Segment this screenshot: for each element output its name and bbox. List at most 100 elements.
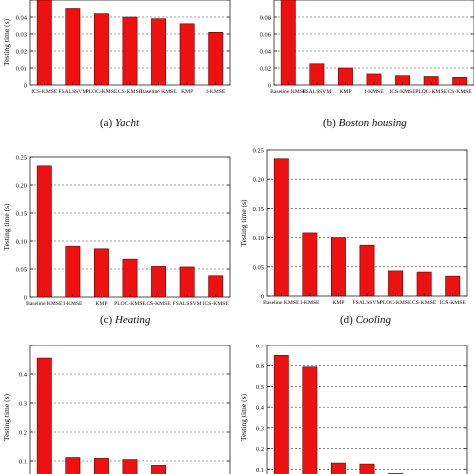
x-tick-label: CS-KMSE xyxy=(118,89,143,95)
x-tick-label: PLOC-KMSE xyxy=(114,301,146,307)
bar xyxy=(93,248,109,298)
x-tick-label: CS-KMSE xyxy=(448,89,473,95)
y-tick-label: 0.08 xyxy=(260,15,271,22)
plot-frame xyxy=(273,0,474,86)
y-tick-label: 0.04 xyxy=(260,49,272,56)
y-tick-label: 0.15 xyxy=(253,206,264,213)
y-tick-label: 0 xyxy=(261,294,264,301)
chart-yacht: 0 0.01 0.02 0.03 0.04 Testing time (s) ICS-KMS… xyxy=(2,0,231,95)
y-tick-label: 0.15 xyxy=(16,211,27,218)
plot-frame xyxy=(266,345,468,474)
y-tick-label: 0.4 xyxy=(256,405,265,412)
x-tick-label: ICS-KMSE xyxy=(31,89,58,95)
y-tick-label: 0.06 xyxy=(260,32,272,39)
y-tick-label: 0.7 xyxy=(256,345,265,350)
x-tick-label: ICS-KMSE xyxy=(440,300,467,306)
y-tick-label: 0 xyxy=(24,295,27,302)
x-tick-label: CS-KMSE xyxy=(412,300,437,306)
caption-name: Heating xyxy=(114,314,151,326)
y-axis-label: Testing time (s) xyxy=(2,203,11,250)
bar xyxy=(330,462,346,474)
bar xyxy=(36,0,52,86)
y-axis-label: Testing time (s) xyxy=(239,394,248,441)
x-tick-label: KMP xyxy=(339,89,351,95)
plot-frame xyxy=(29,345,231,474)
bar xyxy=(359,463,375,474)
chart-panel-e: 0.1 0.2 0.3 0.4 Testing time (s) xyxy=(2,345,231,474)
y-tick-label: 0.05 xyxy=(16,267,27,274)
y-tick-label: 0.20 xyxy=(16,183,27,190)
x-tick-label: ICS-KMSE xyxy=(203,301,230,307)
caption-cooling: (d) Cooling xyxy=(340,314,391,326)
x-tick-label: KMP xyxy=(95,301,107,307)
bar xyxy=(208,275,224,298)
bar xyxy=(330,237,346,297)
bar xyxy=(273,158,289,297)
bar xyxy=(179,266,195,298)
x-tick-label: Baseline KMSE xyxy=(263,300,300,306)
x-tick-label: Baseline KMSE xyxy=(270,89,307,95)
bar xyxy=(151,266,167,298)
bar xyxy=(359,244,375,297)
bar xyxy=(36,165,52,298)
y-axis-label: Testing time (s) xyxy=(239,199,248,246)
y-tick-label: 0 xyxy=(268,83,271,90)
x-tick-label: KMP xyxy=(332,300,344,306)
bar xyxy=(65,8,81,86)
y-tick-label: 0.25 xyxy=(16,155,27,162)
x-tick-label: Baseline KMSE xyxy=(26,301,63,307)
x-tick-label: FSALSSVM xyxy=(173,301,202,307)
y-tick-label: 0.5 xyxy=(256,384,264,391)
x-tick-label: FSALSSVM xyxy=(302,89,331,95)
x-tick-label: PLOC-KMSE xyxy=(415,89,447,95)
x-tick-label: PLOC-KMSE xyxy=(380,300,412,306)
caption-heating: (c) Heating xyxy=(100,314,150,326)
chart-heating: 0 0.05 0.10 0.15 0.20 0.25 Testing time (s) Bas… xyxy=(2,155,231,307)
y-axis-label: Testing time (s) xyxy=(2,394,11,441)
y-tick-label: 0.03 xyxy=(16,32,27,39)
caption-yacht: (a) Yacht xyxy=(100,117,139,129)
y-tick-label: 0.20 xyxy=(253,177,264,184)
y-tick-label: 0.04 xyxy=(16,15,28,22)
x-tick-label: I-KMSE xyxy=(364,89,384,95)
chart-cooling: 0 0.05 0.10 0.15 0.20 0.25 Testing time (s) Bas… xyxy=(239,148,468,306)
y-tick-label: 0.01 xyxy=(16,66,27,73)
bar xyxy=(65,245,81,298)
y-tick-label: 0.3 xyxy=(19,401,27,408)
bar xyxy=(302,232,318,297)
x-tick-label: KMP xyxy=(181,89,193,95)
y-tick-label: 0.1 xyxy=(256,467,264,474)
chart-panel-f: 0.1 0.2 0.3 0.4 0.5 0.6 0.7 Testing time (s) xyxy=(239,345,468,474)
caption-letter: (c) xyxy=(100,314,113,326)
bar xyxy=(122,16,138,86)
x-tick-label: I-KMSE xyxy=(206,89,226,95)
x-tick-label: ICS-KMSE xyxy=(390,89,417,95)
x-tick-label: CS-KMSE xyxy=(146,301,171,307)
bar xyxy=(309,63,325,86)
bar xyxy=(280,0,296,86)
bar xyxy=(36,357,52,474)
x-tick-label: FSALSSVM xyxy=(58,89,87,95)
caption-boston-housing: (b) Boston housing xyxy=(323,117,407,129)
y-tick-label: 0.02 xyxy=(260,66,271,73)
bar xyxy=(273,355,289,474)
caption-name: Boston housing xyxy=(338,117,407,129)
bar xyxy=(416,271,432,297)
bar xyxy=(179,23,195,86)
y-tick-label: 0.10 xyxy=(253,235,264,242)
y-tick-label: 0.25 xyxy=(253,148,264,155)
y-tick-label: 0.1 xyxy=(19,459,27,466)
caption-name: Cooling xyxy=(355,314,392,326)
y-tick-label: 0.4 xyxy=(19,372,28,379)
bar xyxy=(151,465,167,474)
x-tick-label: Baseline KMSE xyxy=(140,89,177,95)
bar xyxy=(122,258,138,298)
y-tick-label: 0.6 xyxy=(256,363,265,370)
x-tick-label: I-KMSE xyxy=(63,301,83,307)
y-tick-label: 0.10 xyxy=(16,239,27,246)
bar xyxy=(122,459,138,474)
bar xyxy=(93,458,109,474)
y-tick-label: 0 xyxy=(24,83,27,90)
